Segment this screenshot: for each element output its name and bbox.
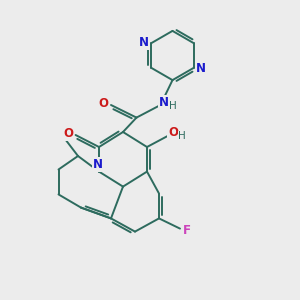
Text: O: O — [63, 127, 73, 140]
Text: N: N — [92, 158, 103, 171]
Text: N: N — [196, 62, 206, 75]
Text: N: N — [159, 96, 169, 109]
Text: H: H — [178, 131, 186, 141]
Text: O: O — [168, 126, 178, 139]
Text: F: F — [183, 224, 190, 237]
Text: N: N — [139, 36, 149, 49]
Text: H: H — [169, 101, 177, 111]
Text: O: O — [98, 97, 108, 110]
